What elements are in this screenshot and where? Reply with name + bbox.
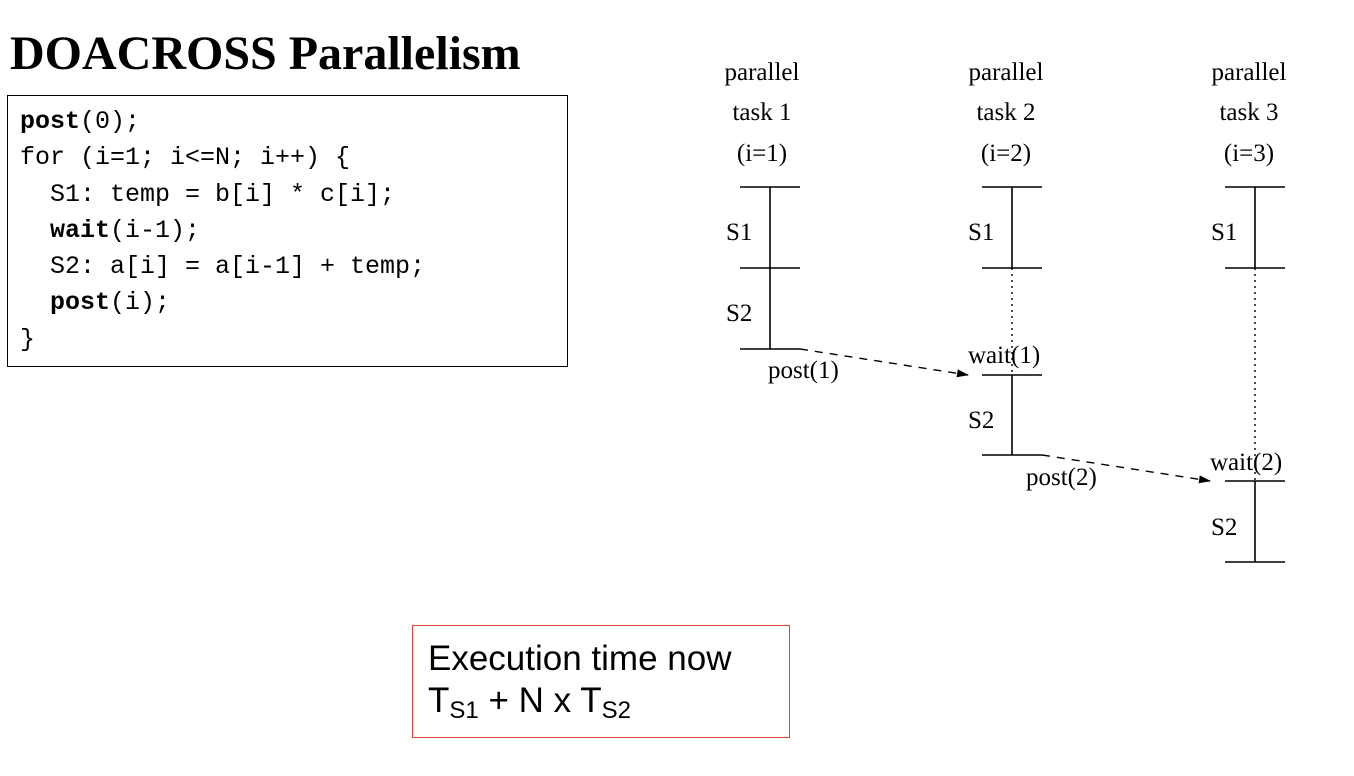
- task2-s1-label: S1: [968, 219, 994, 246]
- formula-t1: T: [428, 681, 450, 720]
- task1-header-line2: task 1: [732, 99, 791, 126]
- post1-label: post(1): [768, 357, 839, 384]
- task1-s1-label: S1: [726, 219, 752, 246]
- post1-to-wait1-arrow: [799, 348, 969, 378]
- task2-header-line2: task 2: [976, 99, 1035, 126]
- task3-header-line2: task 3: [1219, 99, 1278, 126]
- callout-line1: Execution time now: [428, 639, 732, 678]
- code-line: for (i=1; i<=N; i++) {: [20, 143, 351, 173]
- code-line: S2: a[i] = a[i-1] + temp;: [20, 252, 426, 282]
- task2-wait-label: wait(1): [968, 342, 1040, 369]
- post2-to-wait2-arrow: [1041, 454, 1211, 484]
- task3-wait-label: wait(2): [1210, 449, 1282, 476]
- formula-sub1: S1: [449, 697, 479, 724]
- execution-time-callout: Execution time now TS1 + N x TS2: [412, 625, 790, 738]
- task1-s2-label: S2: [726, 300, 752, 327]
- task2-header-line3: (i=2): [981, 140, 1031, 167]
- task3-header-line3: (i=3): [1224, 140, 1274, 167]
- slide-title: DOACROSS Parallelism: [10, 27, 521, 80]
- task3-s2-label: S2: [1211, 514, 1237, 541]
- code-line: S1: temp = b[i] * c[i];: [20, 179, 396, 209]
- task2-s2-label: S2: [968, 407, 994, 434]
- code-line: }: [20, 324, 36, 354]
- code-text: (0);: [80, 107, 141, 136]
- task2-header-line1: parallel: [969, 59, 1044, 86]
- callout-formula: TS1 + N x TS2: [428, 680, 789, 724]
- formula-sub2: S2: [601, 697, 631, 724]
- task1-header-line3: (i=1): [737, 140, 787, 167]
- formula-mid: + N x: [478, 681, 581, 720]
- code-line: wait(i-1);: [20, 213, 567, 249]
- task2-timeline: [982, 186, 1042, 456]
- code-line: post(i);: [20, 285, 567, 321]
- code-line: post(0);: [20, 104, 567, 140]
- code-keyword: wait: [50, 215, 111, 245]
- task1-timeline: [740, 186, 800, 350]
- code-block: post(0); for (i=1; i<=N; i++) { S1: temp…: [7, 95, 568, 367]
- post2-label: post(2): [1026, 464, 1097, 491]
- task3-s1-label: S1: [1211, 219, 1237, 246]
- task3-header-line1: parallel: [1212, 59, 1287, 86]
- task1-header-line1: parallel: [725, 59, 800, 86]
- code-keyword: post: [20, 107, 81, 136]
- code-text: (i-1);: [110, 215, 201, 245]
- formula-t2: T: [580, 681, 602, 720]
- code-text: (i);: [110, 288, 171, 318]
- code-keyword: post: [50, 288, 111, 318]
- task3-timeline: [1225, 186, 1285, 563]
